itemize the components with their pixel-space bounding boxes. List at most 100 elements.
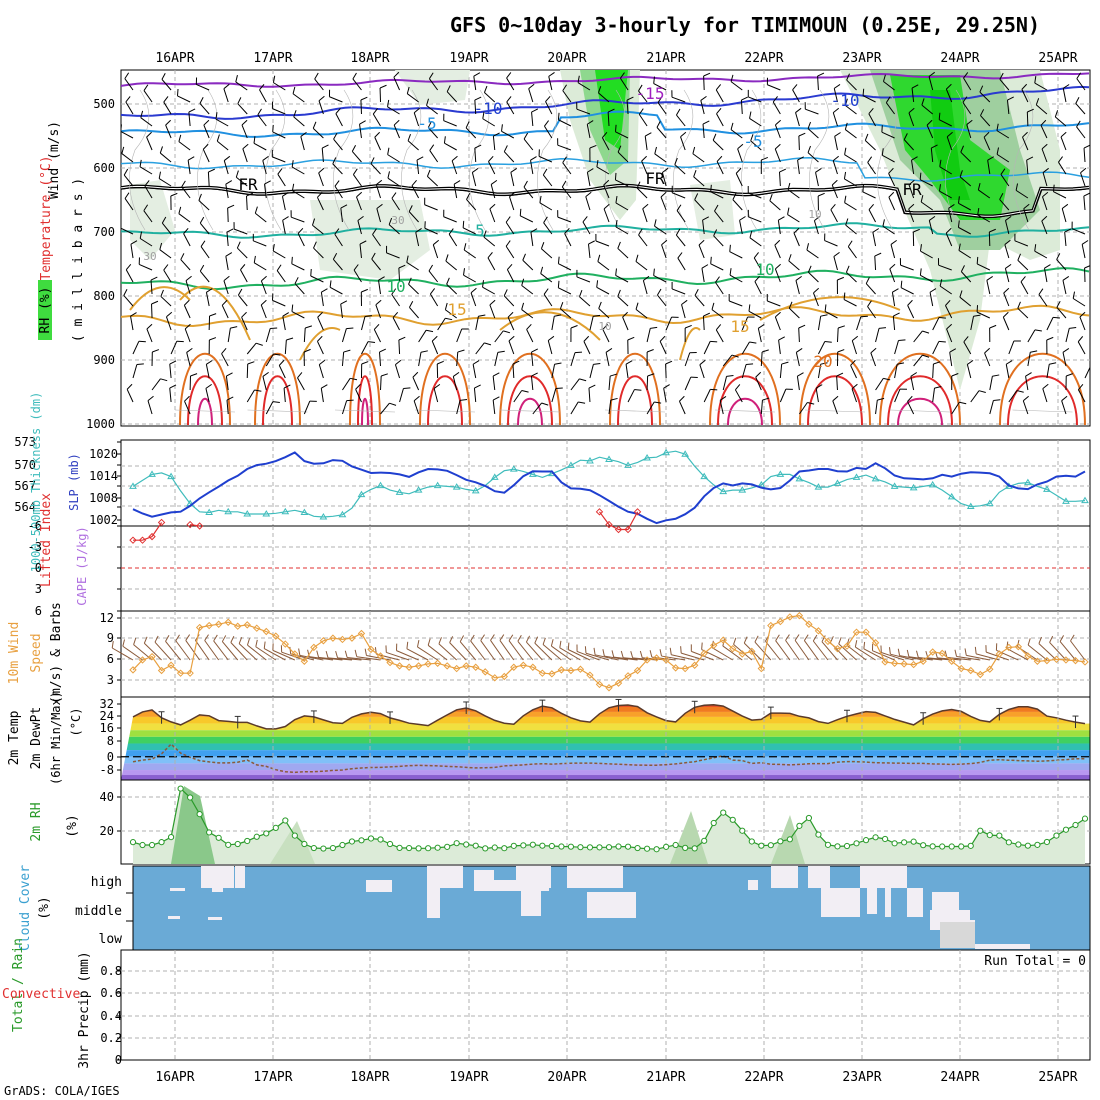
rh2m-marker: [986, 832, 993, 839]
upper-wind-barb: [1083, 144, 1090, 149]
upper-wind-barb: [739, 216, 746, 221]
cloud-block: [567, 866, 623, 888]
rh2m-marker: [558, 843, 565, 850]
wind10-barb: [204, 634, 209, 641]
upper-wind-barb: [1060, 131, 1067, 138]
upper-wind-barb: [710, 184, 712, 192]
wind10-barb: [309, 656, 333, 661]
upper-wind-barb: [939, 190, 952, 199]
wind10-marker: [567, 666, 575, 675]
cloud-block-low: [940, 922, 975, 948]
tick-label: 12: [100, 611, 114, 625]
upper-wind-barb: [966, 124, 972, 139]
upper-wind-barb: [237, 288, 243, 296]
upper-wind-barb: [543, 288, 549, 295]
tick-label: 1014: [89, 469, 118, 483]
upper-wind-barb: [140, 117, 153, 127]
upper-wind-barb: [375, 184, 381, 199]
wind10-marker: [548, 670, 556, 678]
upper-wind-barb: [868, 108, 874, 115]
upper-wind-barb: [753, 252, 759, 259]
wind10-barb: [230, 635, 235, 643]
upper-wind-barb: [574, 351, 583, 354]
rh2m-marker: [1043, 838, 1051, 846]
upper-wind-barb: [235, 170, 239, 178]
rh2m-marker: [453, 840, 460, 847]
upper-wind-barb: [305, 325, 313, 329]
wind10-barb: [733, 637, 737, 645]
upper-wind-barb: [1064, 232, 1067, 247]
upper-wind-barb: [406, 262, 419, 271]
temp-band: [121, 723, 1090, 731]
upper-wind-barb: [932, 341, 940, 355]
upper-wind-barb: [494, 352, 499, 367]
rh2m-marker: [1005, 839, 1012, 846]
upper-wind-barb: [333, 138, 343, 151]
upper-wind-barb: [806, 243, 810, 251]
upper-wind-barb: [420, 350, 428, 353]
upper-wind-barb: [523, 186, 534, 199]
upper-wind-barb: [692, 146, 696, 154]
upper-wind-barb: [684, 352, 691, 367]
upper-wind-barb: [614, 124, 617, 132]
thickness-marker: [700, 472, 709, 480]
upper-wind-barb: [617, 289, 621, 297]
upper-wind-barb: [891, 292, 896, 307]
upper-wind-barb: [831, 184, 838, 199]
wind10-barb: [185, 640, 201, 661]
upper-wind-barb: [885, 102, 896, 115]
upper-wind-barb: [180, 253, 185, 260]
upper-wind-barb: [474, 96, 482, 101]
upper-wind-barb: [206, 288, 213, 293]
upper-wind-barb: [659, 341, 667, 355]
upper-wind-barb: [351, 151, 362, 163]
upper-wind-barb: [506, 96, 512, 103]
isotherm-lines: [121, 72, 1090, 426]
upper-wind-barb: [641, 155, 647, 162]
upper-wind-barb: [237, 247, 248, 259]
upper-wind-barb: [792, 84, 798, 91]
upper-wind-barb: [850, 359, 856, 366]
upper-wind-barb: [635, 261, 648, 271]
upper-wind-barb: [570, 325, 578, 329]
upper-wind-barb: [806, 249, 819, 259]
upper-wind-barb: [158, 178, 172, 187]
upper-wind-barb: [1056, 253, 1061, 260]
wind10-marker: [738, 650, 746, 658]
upper-wind-barb: [634, 389, 642, 391]
upper-wind-barb: [735, 167, 742, 174]
wind10-barb: [111, 647, 134, 661]
date-label-bottom: 17APR: [253, 1070, 292, 1085]
upper-wind-barb: [470, 292, 477, 307]
upper-wind-barb: [984, 347, 991, 354]
wind10-marker: [786, 613, 794, 621]
thickness-marker: [1062, 497, 1070, 504]
upper-wind-barb: [1049, 362, 1057, 365]
isotherm-20: [254, 352, 301, 426]
upper-wind-barb: [292, 93, 305, 103]
isotherm-15: [121, 304, 1090, 328]
upper-wind-barb: [226, 396, 234, 401]
upper-wind-barb: [262, 371, 269, 377]
upper-wind-barb: [246, 342, 257, 355]
tick-label: 32: [100, 697, 114, 711]
upper-wind-barb: [608, 376, 611, 391]
temp-band: [121, 716, 1090, 724]
wind10-marker: [957, 664, 965, 673]
upper-wind-barb: [253, 262, 267, 271]
wind10-marker: [557, 666, 566, 674]
upper-wind-barb: [837, 276, 845, 281]
wind10-barb: [490, 634, 495, 641]
thickness-marker: [167, 472, 175, 480]
upper-wind-barb: [335, 113, 343, 127]
upper-wind-barb: [188, 108, 196, 113]
isotherm-25: [187, 375, 223, 426]
upper-wind-barb: [489, 208, 496, 223]
upper-wind-barb: [522, 259, 534, 271]
upper-wind-barb: [303, 400, 311, 415]
upper-wind-barb: [507, 311, 514, 318]
upper-wind-barb: [881, 131, 895, 139]
upper-wind-barb: [158, 171, 161, 179]
